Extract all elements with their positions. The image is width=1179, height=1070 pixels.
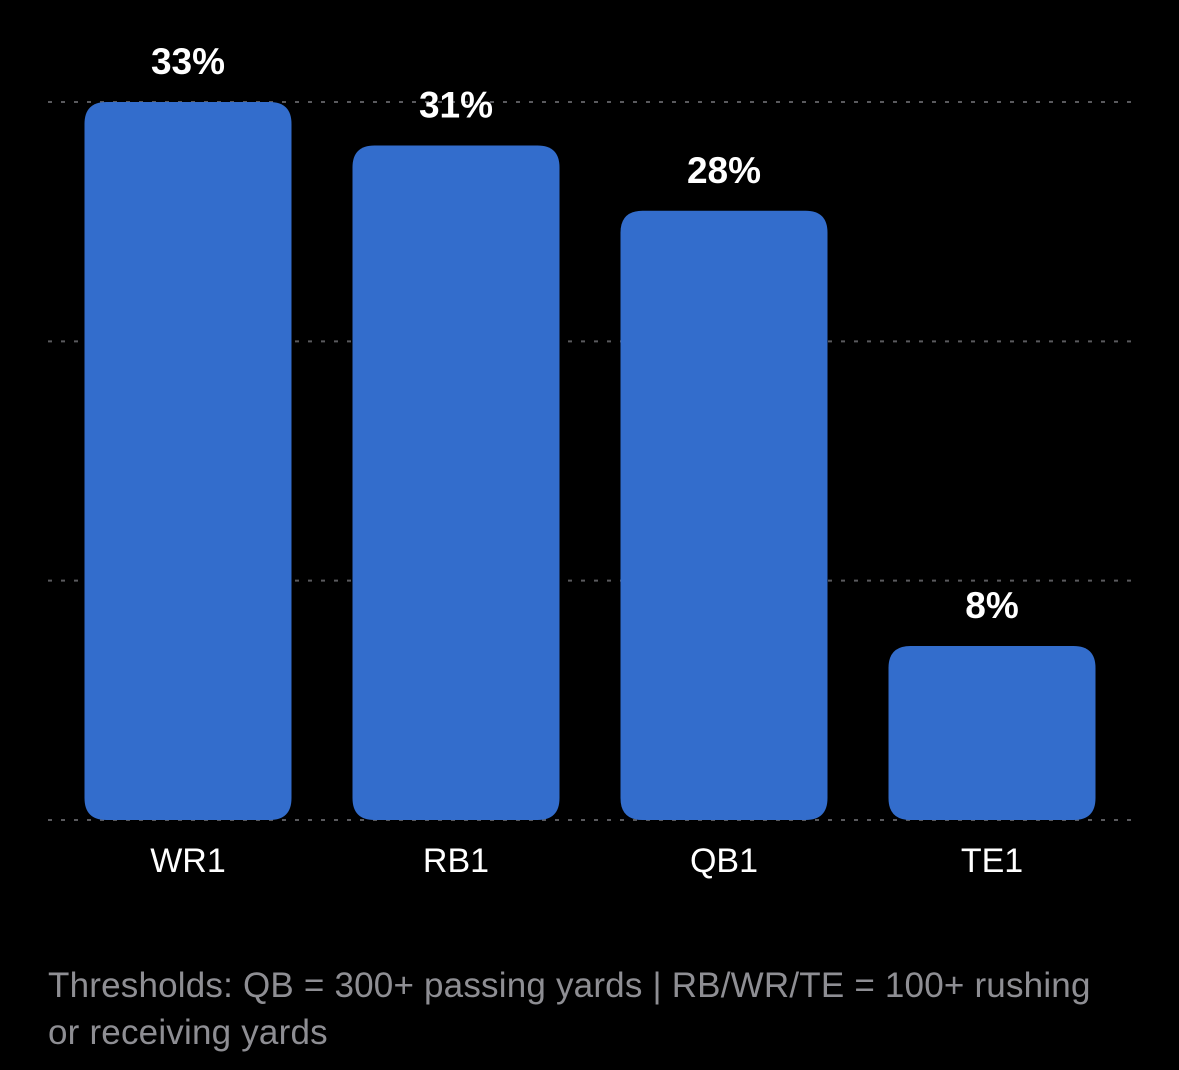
value-label-te1: 8% (965, 585, 1018, 626)
category-labels: WR1 RB1 QB1 TE1 (150, 842, 1023, 880)
chart-svg: 33% 31% 28% 8% WR1 RB1 QB1 TE1 (48, 41, 1132, 880)
bar-rb1 (352, 145, 560, 821)
thresholds-footnote: Thresholds: QB = 300+ passing yards | RB… (48, 966, 1091, 1052)
value-labels: 33% 31% 28% 8% (151, 41, 1019, 626)
bar-wr1 (84, 102, 292, 820)
bar-chart: 33% 31% 28% 8% WR1 RB1 QB1 TE1 (48, 41, 1132, 880)
category-label-te1: TE1 (961, 842, 1023, 880)
value-label-qb1: 28% (687, 150, 761, 191)
value-label-wr1: 33% (151, 41, 225, 82)
category-label-qb1: QB1 (690, 842, 758, 880)
bar-te1 (888, 645, 1096, 820)
value-label-rb1: 31% (419, 85, 493, 126)
category-label-rb1: RB1 (423, 842, 489, 880)
category-label-wr1: WR1 (150, 842, 226, 880)
bars (84, 102, 1096, 821)
bar-qb1 (620, 210, 828, 821)
